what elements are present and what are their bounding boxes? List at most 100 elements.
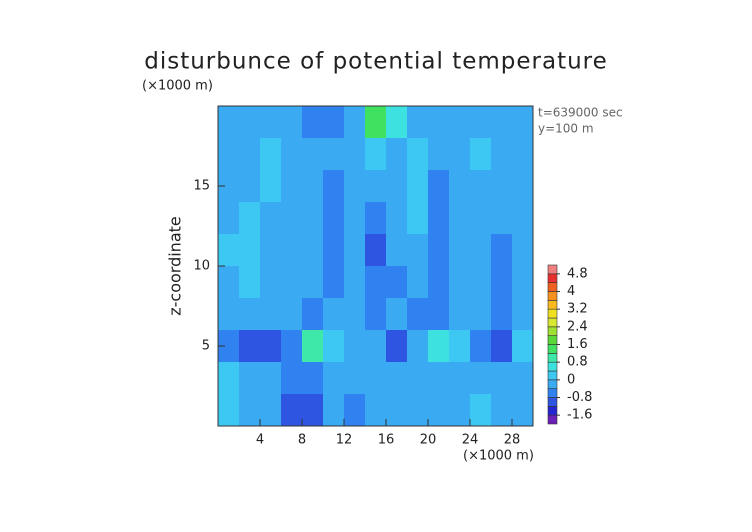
field-cell (365, 298, 387, 331)
annotation: t=639000 sec (538, 106, 623, 120)
field-cell (323, 394, 345, 427)
field-cell (260, 330, 282, 363)
field-cell (491, 394, 513, 427)
field-cell (281, 394, 303, 427)
x-tick-label: 24 (462, 433, 479, 448)
field-cell (302, 170, 324, 203)
x-unit: (×1000 m) (463, 449, 534, 464)
x-tick-label: 28 (504, 433, 521, 448)
field-cell (239, 362, 261, 395)
x-tick-label: 8 (298, 433, 306, 448)
colorbar-label: -0.8 (567, 390, 592, 405)
field-cell (449, 202, 471, 235)
field-cell (491, 298, 513, 331)
field-cell (260, 202, 282, 235)
field-cell (491, 266, 513, 299)
field-cell (218, 362, 240, 395)
field-cell (239, 266, 261, 299)
field-cell (302, 330, 324, 363)
field-cell (302, 138, 324, 171)
colorbar-box (547, 370, 558, 381)
field-cell (428, 170, 450, 203)
field-cell (491, 202, 513, 235)
colorbar-box (547, 344, 558, 354)
field-cell (365, 266, 387, 299)
field-cell (281, 234, 303, 267)
field-cell (344, 394, 366, 427)
field-cell (281, 298, 303, 331)
field-cell (218, 330, 240, 363)
colorbar-box (547, 264, 558, 275)
field-cell (449, 106, 471, 139)
field-cell (428, 138, 450, 171)
field-cell (491, 362, 513, 395)
field-cell (491, 234, 513, 267)
field-cell (365, 170, 387, 203)
colorbar-box (547, 308, 558, 319)
x-tick-label: 16 (378, 433, 395, 448)
field-cell (386, 234, 408, 267)
field-cell (260, 170, 282, 203)
field-cell (512, 170, 534, 203)
field-cell (449, 362, 471, 395)
field-cell (323, 298, 345, 331)
field-cell (239, 138, 261, 171)
field-cell (491, 106, 513, 139)
field-cell (323, 234, 345, 267)
field-cell (281, 266, 303, 299)
field-cell (386, 298, 408, 331)
field-cell (428, 234, 450, 267)
field-cell (323, 330, 345, 363)
field-cell (512, 298, 534, 331)
field-cell (428, 266, 450, 299)
field-cell (470, 234, 492, 267)
y-tick-label: 5 (202, 339, 210, 354)
field-cell (386, 394, 408, 427)
field-cell (323, 202, 345, 235)
colorbar-label: 0 (567, 372, 575, 387)
field-cell (470, 394, 492, 427)
field-cell (470, 362, 492, 395)
field-cell (449, 170, 471, 203)
x-tick-label: 20 (420, 433, 437, 448)
field-cell (428, 330, 450, 363)
colorbar-box (547, 353, 558, 363)
field-cell (260, 106, 282, 139)
field-cell (512, 234, 534, 267)
field-cell (281, 170, 303, 203)
field-cell (281, 202, 303, 235)
field-cell (407, 330, 429, 363)
colorbar-label: 4.8 (567, 266, 588, 281)
field-cell (239, 234, 261, 267)
field-cell (407, 170, 429, 203)
colorbar-label: 1.6 (567, 337, 588, 352)
field-cell (407, 298, 429, 331)
field-cell (512, 330, 534, 363)
field-cell (386, 362, 408, 395)
colorbar-box (547, 317, 558, 328)
field-cell (365, 330, 387, 363)
field-cell (260, 266, 282, 299)
field-cell (260, 394, 282, 427)
field-cell (365, 202, 387, 235)
colorbar-box (547, 300, 558, 310)
field-cell (428, 106, 450, 139)
colorbar-label: 2.4 (567, 319, 588, 334)
field-cell (344, 234, 366, 267)
field-cell (491, 138, 513, 171)
field-cell (260, 298, 282, 331)
field-cell (365, 138, 387, 171)
field-cell (512, 394, 534, 427)
y-axis-label: z-coordinate (166, 216, 185, 316)
colorbar-box (547, 326, 558, 336)
field-cell (491, 170, 513, 203)
colorbar-box (547, 273, 558, 283)
field-cell (218, 234, 240, 267)
colorbar-box (547, 379, 558, 389)
field-cell (470, 138, 492, 171)
field-cell (386, 106, 408, 139)
field-cell (218, 138, 240, 171)
field-cell (302, 362, 324, 395)
field-cell (470, 106, 492, 139)
y-unit: (×1000 m) (142, 79, 213, 94)
